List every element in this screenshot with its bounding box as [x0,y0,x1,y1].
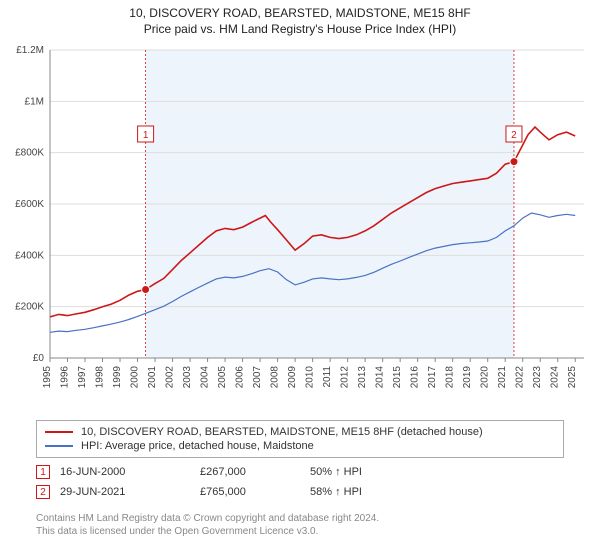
svg-text:2008: 2008 [270,366,281,389]
svg-text:1998: 1998 [95,366,106,389]
legend: 10, DISCOVERY ROAD, BEARSTED, MAIDSTONE,… [36,420,564,458]
svg-text:2006: 2006 [235,366,246,389]
title-line-1: 10, DISCOVERY ROAD, BEARSTED, MAIDSTONE,… [0,6,600,20]
svg-text:2010: 2010 [305,366,316,389]
legend-item: 10, DISCOVERY ROAD, BEARSTED, MAIDSTONE,… [45,425,555,439]
svg-text:2001: 2001 [147,366,158,389]
svg-text:£200K: £200K [15,302,44,313]
footer-line-1: Contains HM Land Registry data © Crown c… [36,512,564,525]
marker-pct: 58% ↑ HPI [310,486,430,498]
svg-text:2002: 2002 [165,366,176,389]
marker-date: 16-JUN-2000 [60,466,190,478]
svg-text:2003: 2003 [182,366,193,389]
marker-table: 1 16-JUN-2000 £267,000 50% ↑ HPI 2 29-JU… [36,462,564,502]
svg-text:2021: 2021 [497,366,508,389]
svg-text:2007: 2007 [252,366,263,389]
svg-text:2017: 2017 [427,366,438,389]
chart-area: £0 £200K £400K £600K £800K £1M £1.2M 1995 1996 19… [0,42,600,402]
title-line-2: Price paid vs. HM Land Registry's House … [0,22,600,36]
svg-text:1: 1 [143,130,149,141]
svg-text:£400K: £400K [15,250,44,261]
marker-row: 2 29-JUN-2021 £765,000 58% ↑ HPI [36,482,564,502]
marker-row: 1 16-JUN-2000 £267,000 50% ↑ HPI [36,462,564,482]
svg-text:2: 2 [511,130,517,141]
legend-item: HPI: Average price, detached house, Maid… [45,439,555,453]
chart-svg: £0 £200K £400K £600K £800K £1M £1.2M 1995 1996 19… [0,42,600,402]
footer: Contains HM Land Registry data © Crown c… [36,512,564,538]
svg-text:2024: 2024 [550,366,561,389]
marker-date: 29-JUN-2021 [60,486,190,498]
svg-text:2020: 2020 [480,366,491,389]
svg-text:2016: 2016 [410,366,421,389]
svg-text:2004: 2004 [200,366,211,389]
svg-text:2005: 2005 [217,366,228,389]
legend-label: HPI: Average price, detached house, Maid… [81,440,314,452]
footer-line-2: This data is licensed under the Open Gov… [36,525,564,538]
svg-text:1996: 1996 [60,366,71,389]
svg-text:£1.2M: £1.2M [16,45,44,56]
legend-swatch [45,445,73,447]
svg-text:2009: 2009 [287,366,298,389]
svg-text:£600K: £600K [15,199,44,210]
svg-text:2015: 2015 [392,366,403,389]
legend-label: 10, DISCOVERY ROAD, BEARSTED, MAIDSTONE,… [81,426,483,438]
svg-text:1999: 1999 [112,366,123,389]
svg-text:2025: 2025 [567,366,578,389]
svg-text:2011: 2011 [322,366,333,388]
chart-container: 10, DISCOVERY ROAD, BEARSTED, MAIDSTONE,… [0,0,600,560]
marker-badge: 1 [36,465,50,479]
marker-badge: 2 [36,485,50,499]
svg-text:2019: 2019 [462,366,473,389]
marker-price: £267,000 [200,466,300,478]
svg-text:2014: 2014 [375,366,386,389]
svg-text:2013: 2013 [357,366,368,389]
marker-price: £765,000 [200,486,300,498]
svg-text:2018: 2018 [445,366,456,389]
svg-text:2000: 2000 [130,366,141,389]
svg-text:£0: £0 [33,353,45,364]
svg-text:2022: 2022 [515,366,526,389]
svg-text:2023: 2023 [532,366,543,389]
svg-text:£800K: £800K [15,148,44,159]
svg-text:1997: 1997 [77,366,88,389]
legend-swatch [45,431,73,433]
title-block: 10, DISCOVERY ROAD, BEARSTED, MAIDSTONE,… [0,0,600,36]
svg-text:£1M: £1M [25,96,44,107]
svg-text:1995: 1995 [42,366,53,389]
svg-text:2012: 2012 [340,366,351,389]
marker-pct: 50% ↑ HPI [310,466,430,478]
